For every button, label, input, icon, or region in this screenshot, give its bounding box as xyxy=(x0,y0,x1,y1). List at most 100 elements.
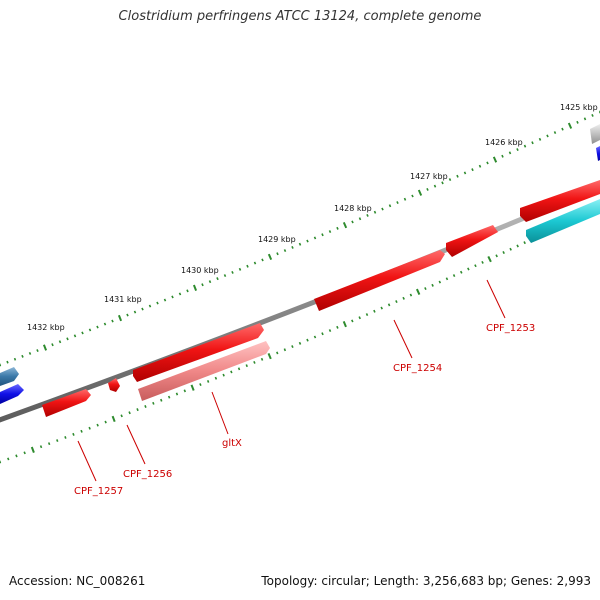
inner-ruler-minor-tick xyxy=(260,357,264,361)
inner-ruler-minor-tick xyxy=(431,283,434,287)
inner-ruler-minor-tick xyxy=(96,423,99,427)
gene-cpf-1253[interactable] xyxy=(446,225,498,257)
outer-ruler-major-tick xyxy=(42,344,48,351)
inner-ruler-minor-tick xyxy=(230,370,233,374)
inner-ruler-minor-tick xyxy=(152,401,155,405)
outer-ruler-minor-tick xyxy=(313,236,317,240)
gene-gltx[interactable] xyxy=(133,323,264,382)
inner-ruler-minor-tick xyxy=(136,408,139,412)
inner-ruler-minor-tick xyxy=(395,300,398,304)
outer-ruler-minor-tick xyxy=(81,331,84,335)
inner-ruler-minor-tick xyxy=(144,405,147,408)
gene-cpf-1256[interactable] xyxy=(108,378,120,392)
outer-ruler-minor-tick xyxy=(208,280,212,284)
inner-ruler-minor-tick xyxy=(7,457,10,461)
outer-ruler-minor-tick xyxy=(133,310,137,314)
gene-blue-top-right[interactable] xyxy=(596,146,600,161)
inner-ruler-minor-tick xyxy=(306,338,309,342)
outer-ruler-minor-tick xyxy=(433,184,437,188)
outer-ruler-minor-tick xyxy=(336,226,339,230)
gene-cyan-right[interactable] xyxy=(526,199,600,243)
outer-ruler-minor-tick xyxy=(456,174,459,178)
inner-ruler-minor-tick xyxy=(80,429,83,433)
inner-ruler-minor-tick xyxy=(459,270,463,274)
inner-ruler-minor-tick xyxy=(313,335,317,339)
gene-label-cpf-1253[interactable]: CPF_1253 xyxy=(486,323,535,334)
outer-ruler-minor-tick xyxy=(478,164,482,168)
inner-ruler-minor-tick xyxy=(502,251,505,255)
outer-ruler-minor-tick xyxy=(103,322,107,326)
outer-ruler-minor-tick xyxy=(373,210,377,214)
genome-backbone xyxy=(0,183,600,423)
outer-ruler-minor-tick xyxy=(36,349,39,353)
inner-ruler-minor-tick xyxy=(214,376,218,380)
ruler-label-1428: 1428 kbp xyxy=(334,204,372,213)
outer-ruler-minor-tick xyxy=(238,267,242,271)
inner-ruler-minor-tick xyxy=(365,313,369,317)
outer-ruler-minor-tick xyxy=(163,298,167,302)
outer-ruler-minor-tick xyxy=(276,252,279,256)
inner-ruler-minor-tick xyxy=(452,274,456,278)
gene-blue-left[interactable] xyxy=(0,384,24,404)
gene-cpf-1257[interactable] xyxy=(42,389,91,417)
ruler-label-1429: 1429 kbp xyxy=(258,235,296,244)
outer-ruler-minor-tick xyxy=(516,148,519,152)
ruler-label-1425: 1425 kbp xyxy=(560,103,598,112)
gene-gltx-inner[interactable] xyxy=(138,341,270,401)
outer-ruler-minor-tick xyxy=(28,351,32,355)
inner-ruler-minor-tick xyxy=(72,432,75,436)
inner-ruler-minor-tick xyxy=(495,254,498,258)
inner-ruler-minor-tick xyxy=(276,351,279,355)
inner-ruler-minor-tick xyxy=(253,360,256,364)
inner-ruler-major-tick xyxy=(267,353,272,360)
gene-label-gltx[interactable]: gltX xyxy=(222,438,242,449)
inner-ruler-minor-tick xyxy=(402,296,405,300)
outer-ruler-minor-tick xyxy=(246,264,249,268)
gene-label-cpf-1256[interactable]: CPF_1256 xyxy=(123,469,172,480)
outer-ruler-minor-tick xyxy=(223,274,227,278)
inner-ruler-minor-tick xyxy=(481,260,484,264)
outer-ruler-minor-tick xyxy=(546,134,549,138)
outer-ruler-minor-tick xyxy=(486,161,489,165)
outer-ruler-minor-tick xyxy=(471,168,474,172)
inner-ruler-minor-tick xyxy=(175,392,179,396)
label-connectors xyxy=(77,279,506,482)
gene-red-right-outer[interactable] xyxy=(520,180,600,222)
inner-ruler-minor-tick xyxy=(120,414,123,418)
inner-ruler-minor-tick xyxy=(104,420,107,424)
outer-ruler-minor-tick xyxy=(531,141,534,145)
gene-label-cpf-1254[interactable]: CPF_1254 xyxy=(393,363,442,374)
outer-ruler-minor-tick xyxy=(231,270,234,274)
inner-ruler-minor-tick xyxy=(88,426,91,430)
outer-ruler-minor-tick xyxy=(576,120,579,124)
inner-ruler-major-tick xyxy=(111,415,116,423)
outer-ruler-minor-tick xyxy=(58,340,62,344)
outer-ruler-minor-tick xyxy=(141,307,144,311)
ruler-label-1431: 1431 kbp xyxy=(104,295,142,304)
inner-ruler-minor-tick xyxy=(245,364,248,368)
gene-cpf-1254[interactable] xyxy=(314,250,445,311)
inner-ruler-minor-tick xyxy=(64,436,67,439)
outer-ruler-minor-tick xyxy=(178,292,182,296)
outer-ruler-major-tick xyxy=(567,122,573,129)
ruler-label-1430: 1430 kbp xyxy=(181,266,219,275)
outer-ruler-major-tick xyxy=(492,156,498,163)
inner-ruler-minor-tick xyxy=(351,319,354,323)
outer-ruler-minor-tick xyxy=(538,137,542,141)
outer-ruler-minor-tick xyxy=(21,354,24,358)
inner-ruler-major-tick xyxy=(30,446,35,453)
genome-summary-text: Topology: circular; Length: 3,256,683 bp… xyxy=(261,574,591,588)
outer-ruler-minor-tick xyxy=(291,245,294,249)
inner-ruler-minor-tick xyxy=(445,277,449,281)
gene-grey-top-right[interactable] xyxy=(590,124,600,144)
outer-ruler-minor-tick xyxy=(523,144,527,148)
inner-ruler-minor-tick xyxy=(336,325,339,329)
gene-label-cpf-1257[interactable]: CPF_1257 xyxy=(74,486,123,497)
outer-ruler-minor-tick xyxy=(411,194,414,198)
inner-ruler-minor-tick xyxy=(23,451,26,455)
inner-ruler-minor-tick xyxy=(387,303,391,307)
outer-ruler-minor-tick xyxy=(51,343,54,347)
gene-steel-left[interactable] xyxy=(0,367,19,386)
